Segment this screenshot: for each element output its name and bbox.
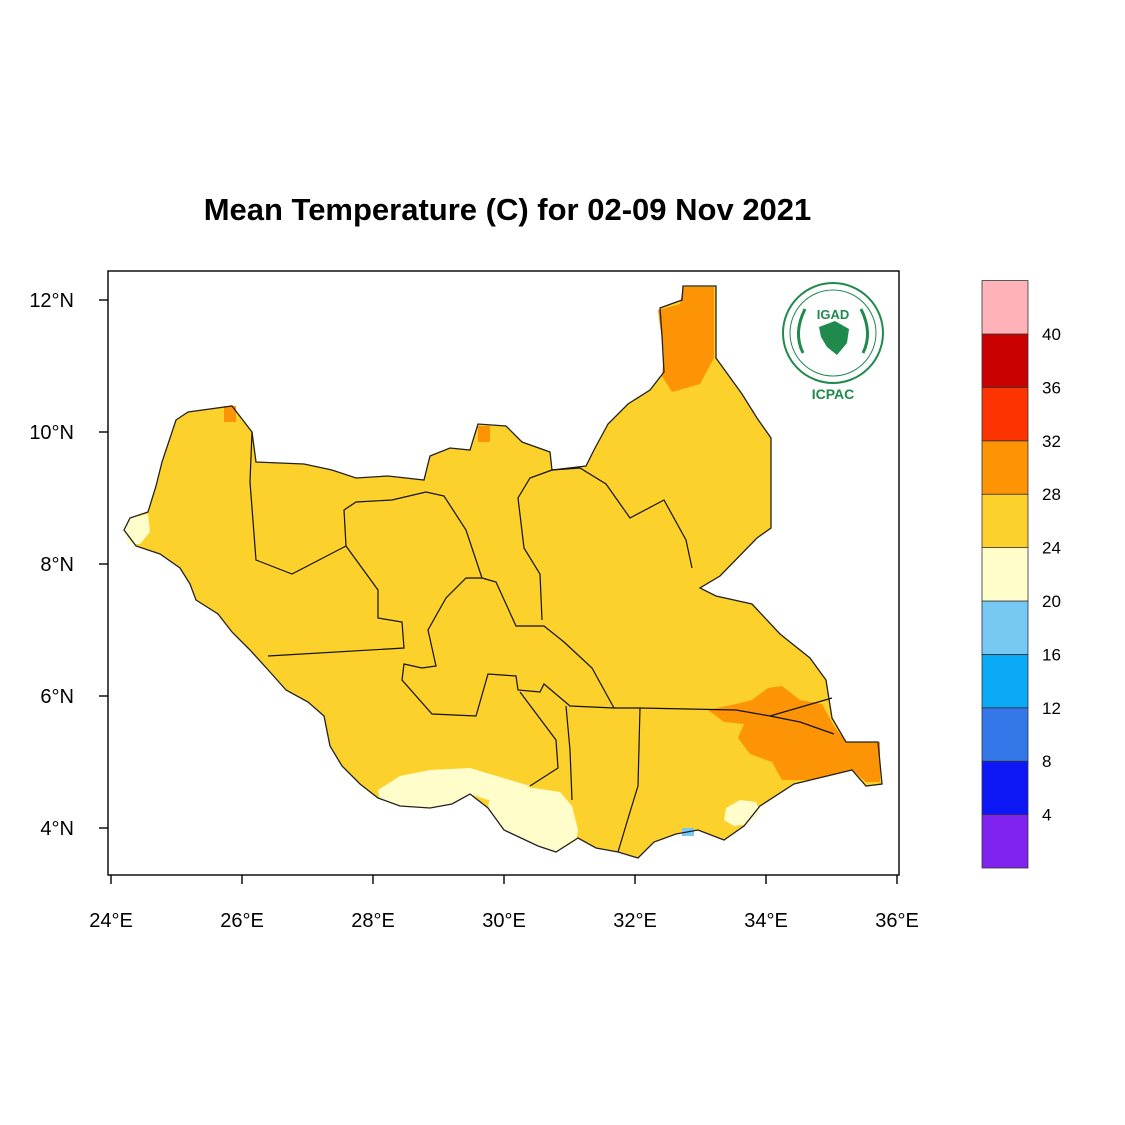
- legend-label: 16: [1042, 645, 1061, 664]
- legend-bin: [981, 707, 1029, 762]
- legend-label: 24: [1042, 539, 1061, 558]
- legend-bin: [981, 280, 1029, 335]
- legend-label: 32: [1042, 432, 1061, 451]
- legend-bin: [981, 814, 1029, 869]
- y-axis: 12°N 10°N 8°N 6°N 4°N: [29, 290, 108, 840]
- lightyellow-patch-southeast: [724, 800, 760, 826]
- country-border: [123, 285, 883, 859]
- x-tick-label: 24°E: [89, 910, 133, 932]
- legend-label: 20: [1042, 592, 1061, 611]
- state-boundaries: [249, 431, 835, 853]
- country-fill: [124, 286, 882, 858]
- orange-patch-north: [658, 287, 714, 392]
- lightyellow-patch-west: [124, 514, 150, 544]
- y-tick-label: 6°N: [40, 686, 74, 708]
- legend-bin: [981, 547, 1029, 602]
- x-axis: 24°E 26°E 28°E 30°E 32°E 34°E 36°E: [89, 875, 919, 932]
- x-tick-label: 34°E: [744, 910, 788, 932]
- x-tick-label: 30°E: [482, 910, 526, 932]
- y-tick-label: 8°N: [40, 554, 74, 576]
- legend-bin: [981, 440, 1029, 495]
- legend-label: 4: [1042, 806, 1051, 825]
- legend-label: 12: [1042, 699, 1061, 718]
- y-tick-label: 12°N: [29, 290, 74, 312]
- x-tick-label: 32°E: [613, 910, 657, 932]
- y-tick-label: 4°N: [40, 818, 74, 840]
- map-title: Mean Temperature (C) for 02-09 Nov 2021: [203, 192, 812, 227]
- orange-patch-center: [478, 426, 490, 442]
- legend-bin: [981, 386, 1029, 442]
- legend-bin: [981, 760, 1029, 816]
- x-tick-label: 26°E: [220, 910, 264, 932]
- x-tick-label: 36°E: [875, 910, 919, 932]
- logo-text-bottom: ICPAC: [812, 386, 855, 402]
- orange-patch-west: [224, 406, 236, 422]
- x-tick-label: 28°E: [351, 910, 395, 932]
- legend-bin: [981, 600, 1029, 655]
- y-tick-label: 10°N: [29, 422, 74, 444]
- legend-label: 36: [1042, 378, 1061, 397]
- legend-bin: [981, 333, 1029, 388]
- legend-label: 40: [1042, 325, 1061, 344]
- legend-bin: [981, 654, 1029, 709]
- lightyellow-patch-south: [488, 786, 578, 852]
- legend-label: 28: [1042, 485, 1061, 504]
- color-legend: 4 8 12 16 20 24 28 32 36 40: [981, 280, 1061, 869]
- legend-label: 8: [1042, 752, 1051, 771]
- logo-text-top: IGAD: [817, 307, 850, 322]
- legend-bin: [981, 493, 1029, 549]
- igad-icpac-logo: IGAD ICPAC: [782, 282, 884, 402]
- orange-patch-east: [708, 686, 880, 782]
